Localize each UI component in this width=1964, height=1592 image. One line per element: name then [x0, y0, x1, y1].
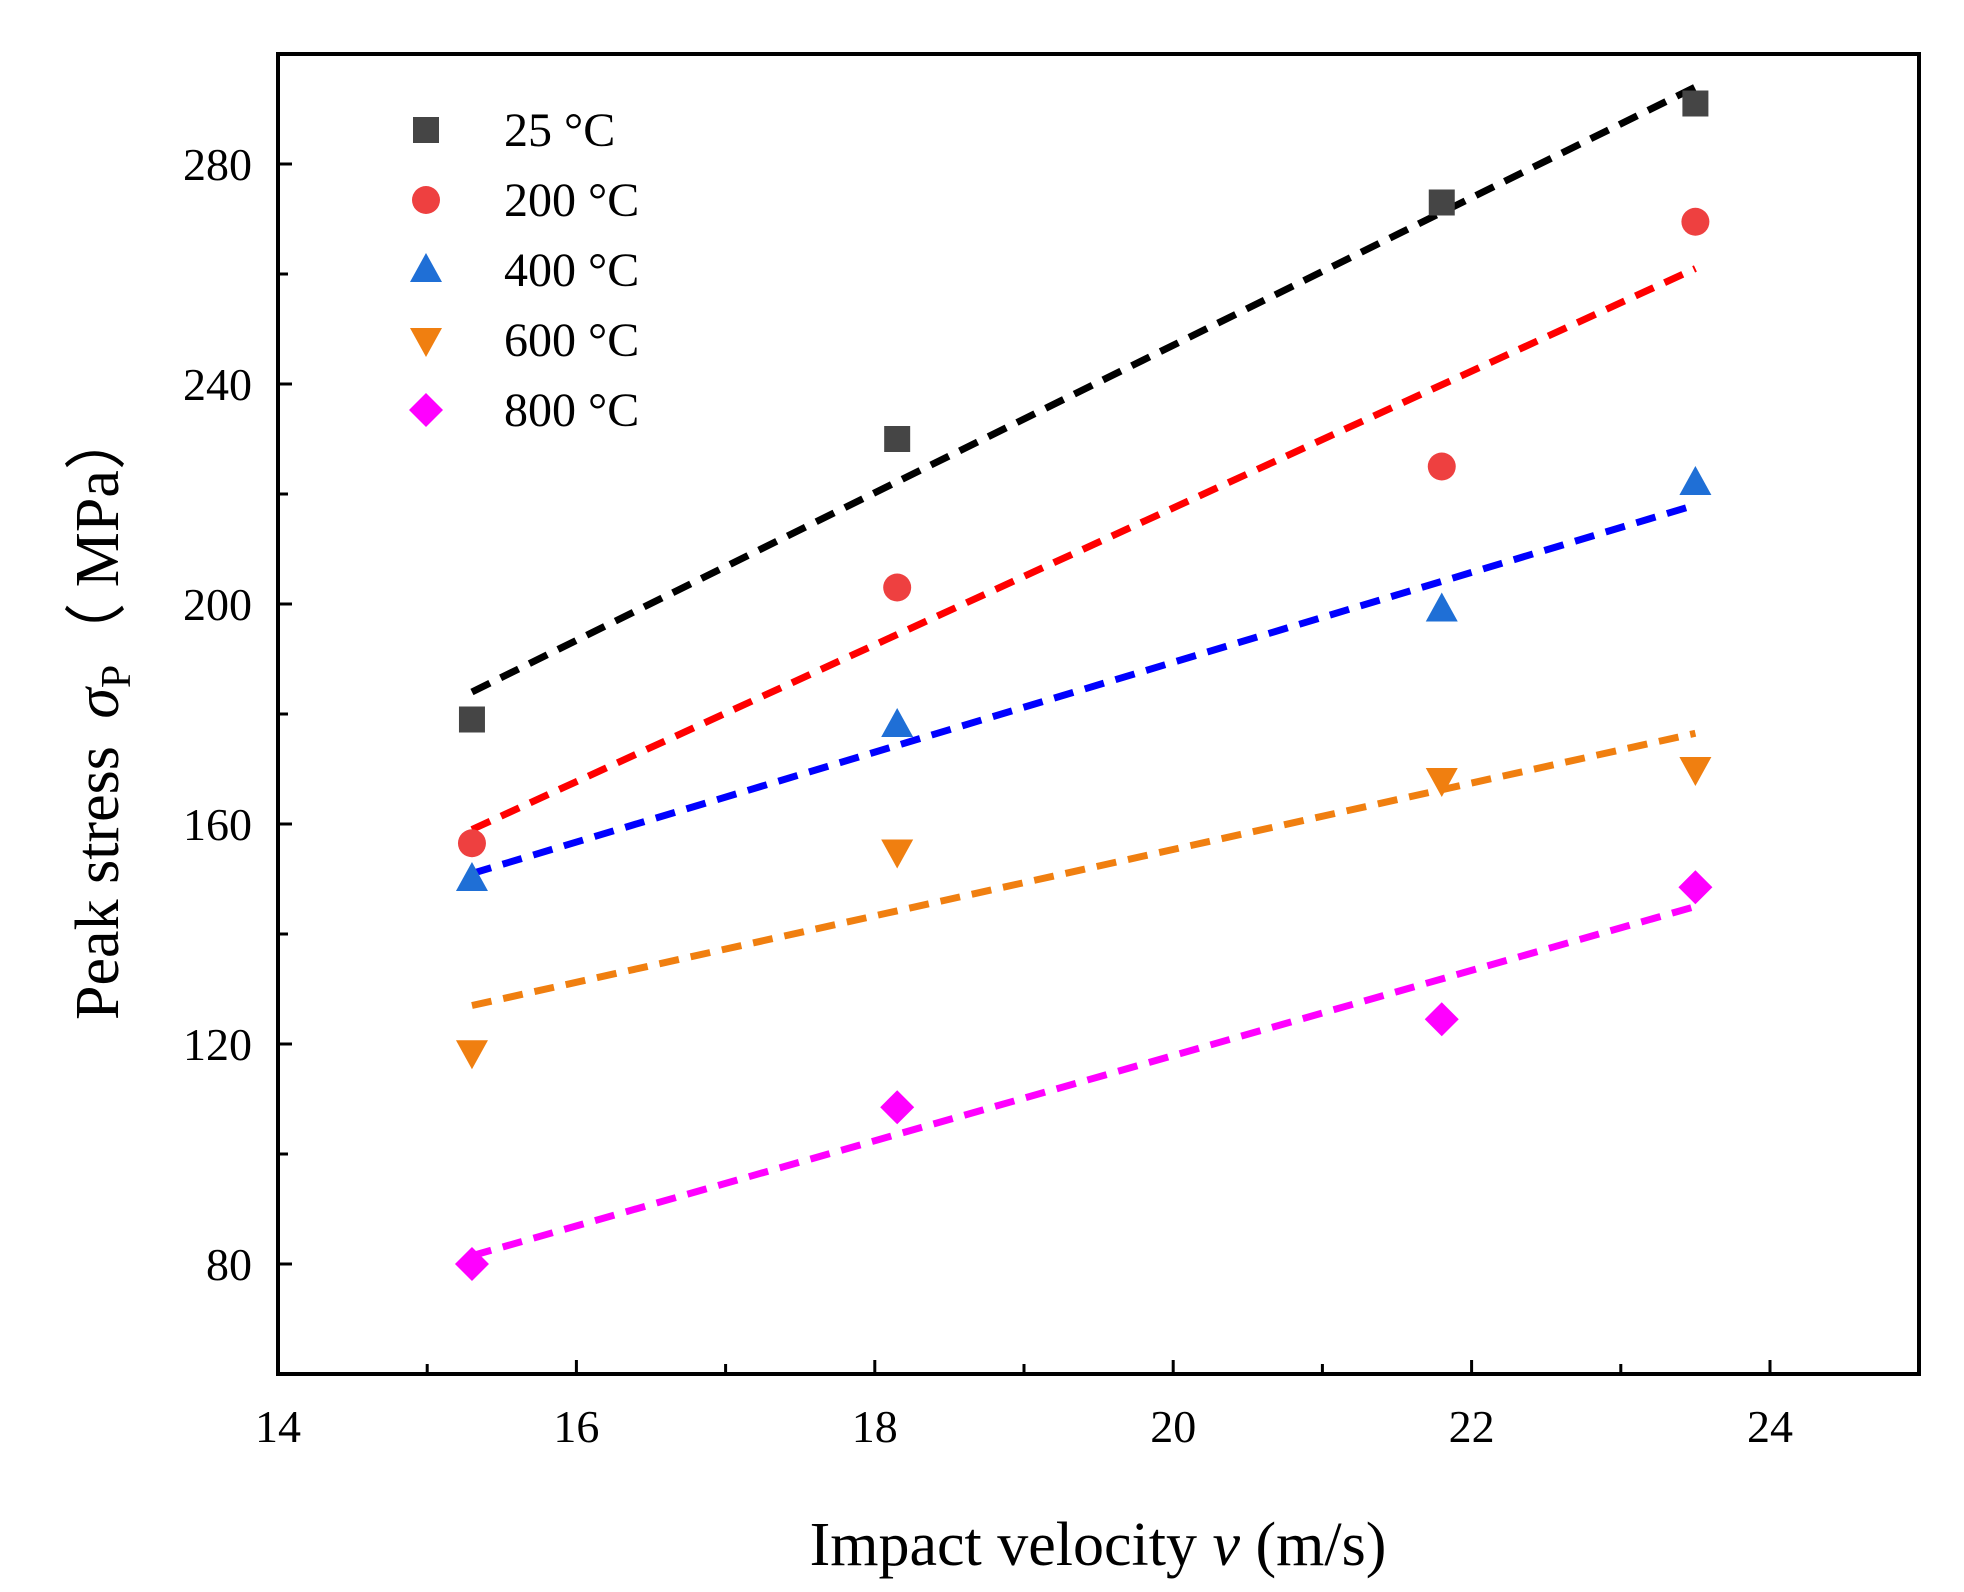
x-tick-label: 20 [1150, 1401, 1196, 1452]
fit-line-600c [471, 729, 1697, 1009]
legend-label-25c: 25 °C [504, 104, 615, 157]
data-markers [454, 90, 1713, 1281]
data-point-200c [1681, 207, 1710, 236]
fit-lines [470, 83, 1697, 1260]
y-axis-title-symbol: σ [64, 686, 132, 719]
y-axis-title-subscript: P [94, 665, 140, 688]
x-tick-label: 14 [255, 1401, 301, 1452]
x-tick-label: 22 [1449, 1401, 1495, 1452]
data-point-600c [455, 1040, 488, 1070]
y-tick-label: 200 [183, 579, 252, 630]
x-axis-title-suffix: (m/s) [1240, 1511, 1386, 1579]
fit-line-200c [470, 265, 1697, 833]
fit-line-800c [470, 903, 1697, 1260]
legend-label-400c: 400 °C [504, 244, 639, 297]
data-point-200c [457, 829, 486, 858]
legend-marker-400c [410, 253, 442, 282]
x-tick-label: 16 [553, 1401, 599, 1452]
data-point-25c [458, 706, 485, 733]
y-axis-title: Peak stress σP（ MPa） [64, 408, 140, 1020]
y-tick-label: 280 [183, 139, 252, 190]
data-point-200c [1427, 452, 1456, 481]
data-point-25c [884, 426, 911, 452]
legend-marker-25c [413, 117, 439, 143]
legend-label-600c: 600 °C [504, 314, 639, 367]
x-axis-title-variable: v [1212, 1511, 1240, 1579]
x-tick-label: 24 [1747, 1401, 1793, 1452]
data-point-600c [881, 839, 914, 869]
x-axis-title-prefix: Impact velocity [810, 1511, 1213, 1579]
data-point-800c [1424, 1002, 1459, 1037]
data-point-600c [1679, 757, 1712, 786]
y-axis-title-suffix: （ MPa） [64, 408, 132, 665]
x-axis-title: Impact velocity v (m/s) [810, 1511, 1387, 1579]
legend-label-200c: 200 °C [504, 174, 639, 227]
data-point-800c [1678, 870, 1713, 905]
y-tick-label: 160 [183, 799, 252, 850]
fit-line-400c [470, 501, 1697, 877]
legend-marker-200c [412, 186, 440, 214]
legend-marker-600c [410, 328, 442, 357]
data-point-400c [881, 708, 914, 737]
y-tick-label: 240 [183, 359, 252, 410]
data-point-200c [883, 573, 912, 602]
data-point-25c [1428, 189, 1455, 216]
y-tick-label: 120 [183, 1019, 252, 1070]
y-tick-label: 80 [206, 1239, 252, 1290]
legend: 25 °C 200 °C 400 °C 600 °C 800 °C [409, 104, 639, 437]
data-point-400c [1679, 466, 1712, 495]
data-point-600c [1425, 768, 1458, 797]
data-point-25c [1682, 90, 1709, 117]
data-point-800c [880, 1090, 915, 1125]
x-tick-label: 18 [852, 1401, 898, 1452]
legend-marker-800c [409, 393, 443, 427]
fit-line-25c [470, 83, 1697, 696]
data-point-800c [454, 1247, 489, 1281]
legend-label-800c: 800 °C [504, 384, 639, 437]
y-axis-title-prefix: Peak stress [64, 731, 132, 1020]
axis-ticks [276, 162, 1772, 1374]
data-point-400c [455, 862, 488, 891]
tick-labels: 14 16 18 20 22 24 80 120 160 200 240 280 [183, 139, 1793, 1452]
data-point-400c [1425, 592, 1458, 622]
